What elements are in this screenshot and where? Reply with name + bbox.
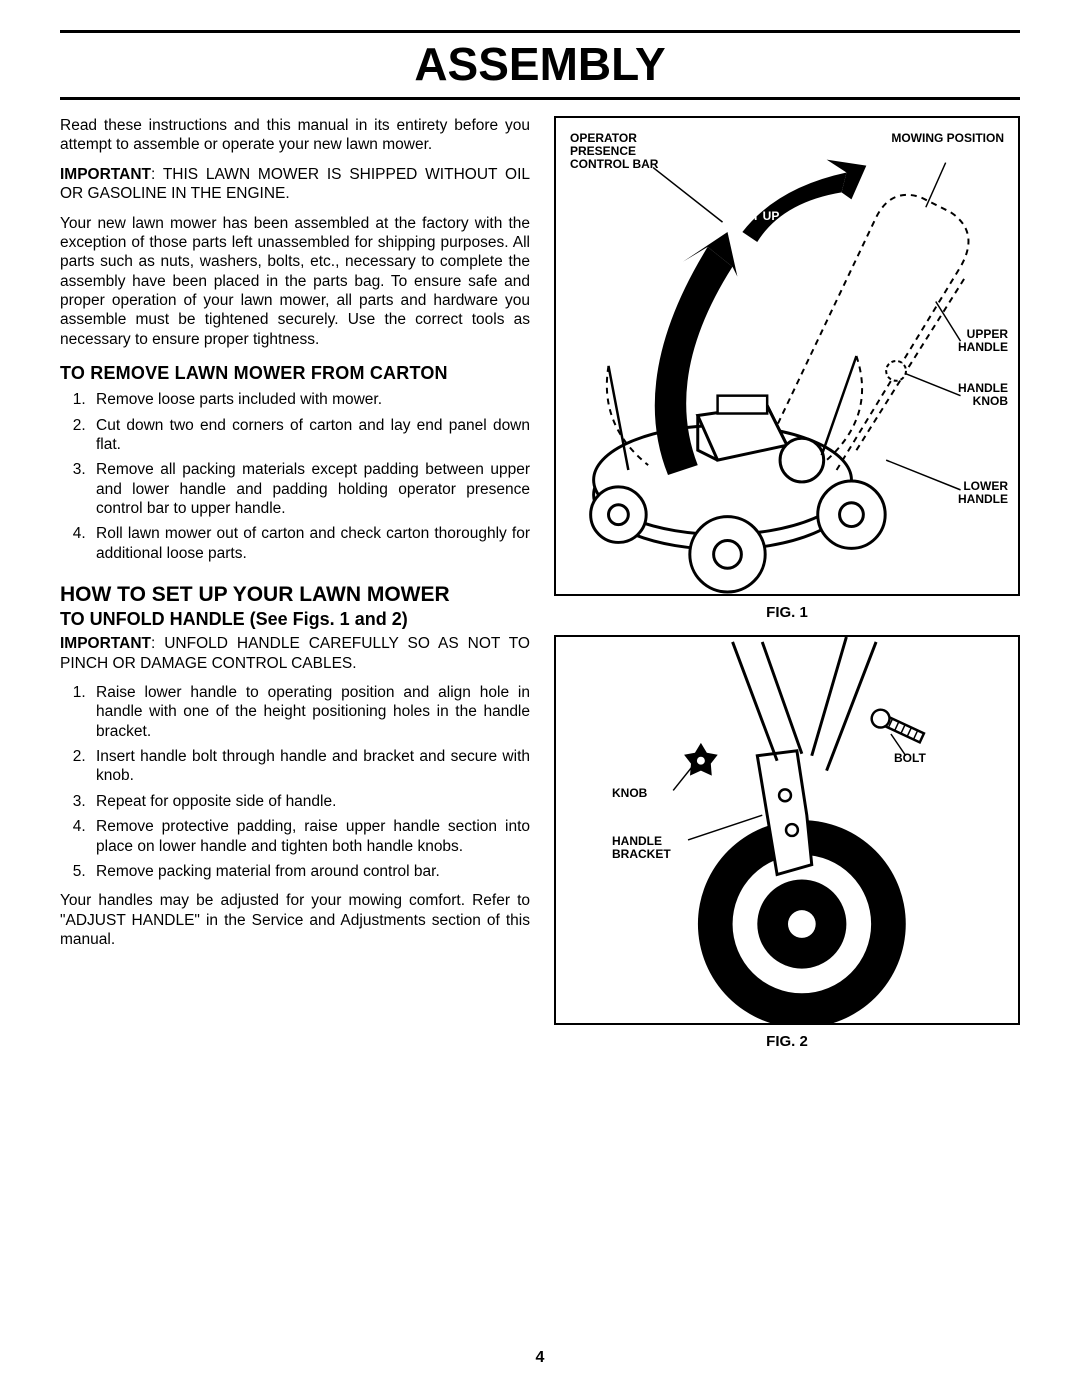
- list-item: Remove loose parts included with mower.: [90, 390, 530, 409]
- remove-from-carton-heading: TO REMOVE LAWN MOWER FROM CARTON: [60, 363, 530, 384]
- right-column: OPERATOR PRESENCE CONTROL BAR MOWING POS…: [554, 116, 1020, 1064]
- label-handle-bracket: HANDLE BRACKET: [612, 835, 682, 861]
- list-item: Remove packing material from around cont…: [90, 862, 530, 881]
- page-title: ASSEMBLY: [60, 33, 1020, 100]
- page-number: 4: [0, 1349, 1080, 1367]
- list-item: Remove all packing materials except padd…: [90, 460, 530, 518]
- label-lower-handle: LOWER HANDLE: [948, 480, 1008, 506]
- unfold-handle-heading: TO UNFOLD HANDLE (See Figs. 1 and 2): [60, 609, 530, 630]
- two-column-layout: Read these instructions and this manual …: [60, 116, 1020, 1064]
- figure-2-caption: FIG. 2: [554, 1033, 1020, 1050]
- factory-paragraph: Your new lawn mower has been assembled a…: [60, 214, 530, 350]
- label-lift-up-1: LIFT UP: [734, 210, 779, 223]
- label-lift-up-2: LIFT UP: [616, 328, 661, 341]
- mower-diagram-icon: [556, 118, 1018, 594]
- left-column: Read these instructions and this manual …: [60, 116, 530, 1064]
- label-bolt: BOLT: [894, 752, 926, 765]
- setup-heading: HOW TO SET UP YOUR LAWN MOWER: [60, 583, 530, 607]
- handle-bracket-diagram-icon: [556, 637, 1018, 1023]
- important-label: IMPORTANT: [60, 166, 151, 183]
- figure-1: OPERATOR PRESENCE CONTROL BAR MOWING POS…: [554, 116, 1020, 596]
- list-item: Repeat for opposite side of handle.: [90, 792, 530, 811]
- label-operator-bar: OPERATOR PRESENCE CONTROL BAR: [570, 132, 660, 172]
- remove-steps-list: Remove loose parts included with mower. …: [60, 390, 530, 563]
- list-item: Insert handle bolt through handle and br…: [90, 747, 530, 786]
- figure-1-caption: FIG. 1: [554, 604, 1020, 621]
- adjust-paragraph: Your handles may be adjusted for your mo…: [60, 891, 530, 949]
- label-knob: KNOB: [612, 787, 647, 800]
- important-note-2: IMPORTANT: UNFOLD HANDLE CAREFULLY SO AS…: [60, 634, 530, 673]
- list-item: Roll lawn mower out of carton and check …: [90, 524, 530, 563]
- label-upper-handle: UPPER HANDLE: [948, 328, 1008, 354]
- intro-paragraph: Read these instructions and this manual …: [60, 116, 530, 155]
- list-item: Cut down two end corners of carton and l…: [90, 416, 530, 455]
- label-handle-knob: HANDLE KNOB: [948, 382, 1008, 408]
- important-note-1: IMPORTANT: THIS LAWN MOWER IS SHIPPED WI…: [60, 165, 530, 204]
- list-item: Raise lower handle to operating position…: [90, 683, 530, 741]
- unfold-steps-list: Raise lower handle to operating position…: [60, 683, 530, 881]
- important-label: IMPORTANT: [60, 635, 151, 652]
- list-item: Remove protective padding, raise upper h…: [90, 817, 530, 856]
- label-mowing-position: MOWING POSITION: [891, 132, 1004, 145]
- figure-2: KNOB HANDLE BRACKET BOLT: [554, 635, 1020, 1025]
